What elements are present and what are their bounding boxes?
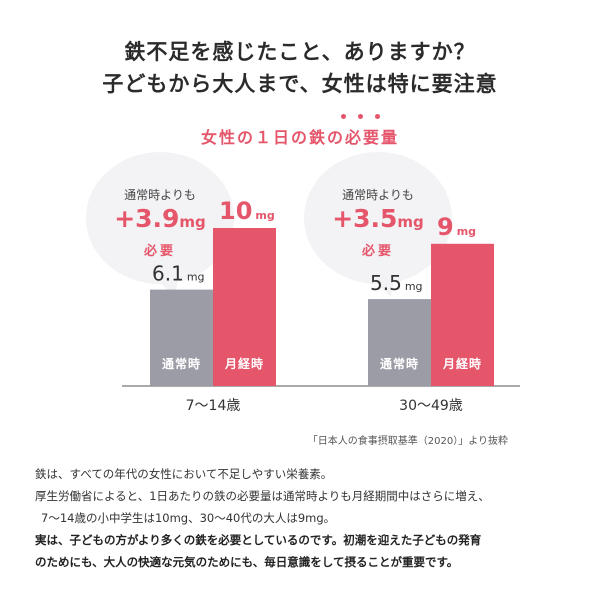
bar-normal [368, 299, 431, 386]
annotation-unit: mg [397, 213, 424, 231]
annotation-bubble-30-49: 通常時よりも +3.5mg 必要 [304, 152, 452, 284]
annotation-unit: mg [179, 213, 206, 231]
annotation-value: +3.5mg [304, 204, 452, 233]
bar-value-number: 9 [437, 213, 454, 241]
bar-value-unit: mg [187, 271, 205, 284]
annotation-lead: 通常時よりも [342, 188, 414, 202]
emphasis-dot [341, 114, 346, 119]
bar-value-number: 10 [219, 197, 252, 225]
headline-line-1: 鉄不足を感じたこと、ありますか？ [124, 40, 476, 64]
bar-value-unit: mg [457, 225, 476, 238]
chart-title: 女性の１日の鉄の必要量 [200, 128, 399, 147]
annotation-number: +3.5 [332, 204, 398, 233]
bar-series-label: 月経時 [224, 356, 264, 371]
headline-line-2: 子どもから大人まで、女性は特に要注意 [102, 72, 498, 96]
category-label: 7～14歳 [186, 398, 241, 414]
annotation-lead: 通常時よりも [124, 188, 196, 202]
bar-value-unit: mg [255, 209, 274, 222]
category-label: 30～49歳 [399, 398, 463, 414]
annotation-bubble-7-14: 通常時よりも +3.9mg 必要 [86, 152, 234, 284]
body-line: 実は、子どもの方がより多くの鉄を必要としているのです。初潮を迎えた子どもの発育 [35, 533, 482, 547]
bar-series-label: 通常時 [380, 356, 419, 371]
bar-series-label: 通常時 [162, 356, 201, 371]
bar-normal [150, 289, 213, 386]
emphasis-dot [375, 114, 380, 119]
annotation-number: +3.9 [114, 204, 180, 233]
bar-value-label: 5.5 mg [370, 271, 423, 295]
annotation-tail: 必要 [361, 244, 394, 259]
bar-value-label: 6.1 mg [152, 262, 205, 286]
body-line: 鉄は、すべての年代の女性において不足しやすい栄養素。 [35, 467, 333, 481]
source-note: 「日本人の食事摂取基準（2020）」より抜粋 [307, 436, 508, 447]
body-line: 7～14歳の小中学生は10mg、30～40代の大人は9mg。 [41, 511, 336, 525]
bar-series-label: 月経時 [442, 356, 482, 371]
body-line: のためにも、大人の快適な元気のためにも、毎日意識をして摂ることが重要です。 [35, 555, 459, 569]
bar-value-number: 6.1 [152, 262, 184, 286]
annotation-tail: 必要 [143, 244, 176, 259]
bar-period [431, 243, 494, 386]
bar-period [213, 228, 276, 386]
bar-value-label: 9 mg [437, 213, 476, 241]
emphasis-dot [358, 114, 363, 119]
bar-value-unit: mg [405, 280, 423, 293]
bar-value-label: 10 mg [219, 197, 275, 225]
bar-value-number: 5.5 [370, 271, 402, 295]
body-text: 鉄は、すべての年代の女性において不足しやすい栄養素。 厚生労働省によると、1日あ… [35, 463, 575, 573]
annotation-value: +3.9mg [86, 204, 234, 233]
body-line: 厚生労働省によると、1日あたりの鉄の必要量は通常時よりも月経期間中はさらに増え、 [35, 489, 490, 503]
